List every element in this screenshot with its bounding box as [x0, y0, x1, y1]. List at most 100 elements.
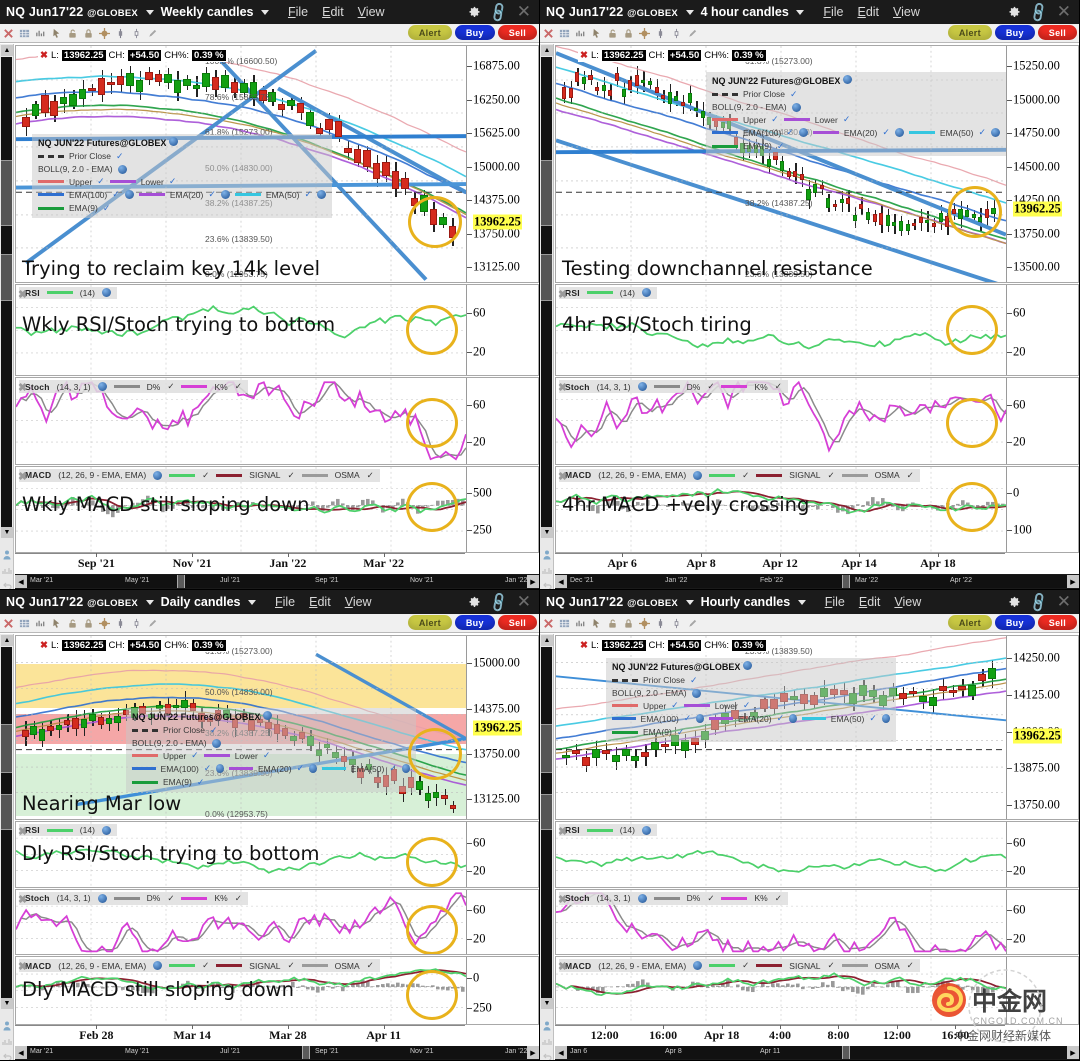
horizontal-scrollbar[interactable]: ◀ Mar '21 May '21 Jul '21 Sep '21 Nov '21 Jan… [15, 574, 539, 589]
candle-icon[interactable] [655, 28, 666, 39]
cursor-icon[interactable] [591, 618, 602, 629]
scroll-right-button[interactable]: ▶ [1067, 575, 1079, 589]
remove-pane-icon[interactable]: ✖ [18, 893, 28, 906]
stoch-plot[interactable]: Stoch (14, 3, 1) D% ✓ K% ✓ [16, 889, 466, 955]
close-icon[interactable] [543, 618, 554, 629]
vertical-scrollbar[interactable]: ▲ ▼ [0, 44, 14, 589]
hscroll-thumb[interactable] [177, 575, 185, 589]
check-icon[interactable]: ✓ [202, 469, 210, 480]
hscroll-track[interactable]: Dec '21 Jan '22 Feb '22 Mar '22 Apr '22 [567, 575, 1067, 589]
check-icon[interactable]: ✓ [774, 892, 782, 903]
hscroll-thumb[interactable] [842, 575, 850, 589]
check-icon[interactable]: ✓ [827, 960, 835, 971]
remove-pane-icon[interactable]: ✖ [558, 382, 568, 395]
menu-file[interactable]: File [824, 595, 845, 609]
histogram-icon[interactable] [2, 562, 12, 574]
remove-pane-icon[interactable]: ✖ [18, 382, 28, 395]
macd-plot[interactable]: MACD (12, 26, 9 - EMA, EMA) ✓ SIGNAL ✓ OSMA ✓ … [16, 466, 466, 553]
person-icon[interactable] [542, 1018, 552, 1031]
check-icon[interactable]: ✓ [786, 127, 794, 138]
person-icon[interactable] [2, 547, 12, 560]
timeframe-selector[interactable]: Hourly candles [701, 595, 813, 609]
check-icon[interactable]: ✓ [167, 892, 175, 903]
menu-edit[interactable]: Edit [322, 5, 344, 19]
bars-icon[interactable] [35, 28, 46, 39]
check-icon[interactable]: ✓ [683, 713, 692, 724]
alert-button[interactable]: Alert [407, 615, 452, 630]
candle-icon[interactable] [115, 618, 126, 629]
check-icon[interactable]: ✓ [882, 127, 890, 138]
horizontal-scrollbar[interactable]: ◀ Dec '21 Jan '22 Feb '22 Mar '22 Apr '22 ▶ [555, 574, 1079, 589]
vscroll-track[interactable] [1, 57, 12, 527]
undo-icon[interactable] [542, 1048, 552, 1060]
lock-open-icon[interactable] [607, 618, 618, 629]
rsi-axis[interactable]: 60 20 [466, 822, 538, 887]
gear-icon[interactable] [468, 596, 481, 609]
check-icon[interactable]: ✓ [771, 114, 779, 125]
lock-closed-icon[interactable] [623, 28, 634, 39]
undo-icon[interactable] [2, 1048, 12, 1060]
rsi-pane[interactable]: ✖ RSI (14) Wkly RSI/Stoch trying to botto… [15, 283, 539, 377]
stoch-pane[interactable]: ✖ Stoch (14, 3, 1) D% ✓ K% ✓ 60 20 [555, 888, 1079, 956]
macd-plot[interactable]: MACD (12, 26, 9 - EMA, EMA) ✓ SIGNAL ✓ OSMA ✓ … [16, 957, 466, 1024]
cursor-icon[interactable] [51, 618, 62, 629]
hscroll-thumb[interactable] [302, 1046, 310, 1060]
check-icon[interactable]: ✓ [742, 700, 751, 711]
check-icon[interactable]: ✓ [742, 469, 750, 480]
vscroll-track[interactable] [541, 647, 552, 998]
check-icon[interactable]: ✓ [707, 381, 715, 392]
sell-button[interactable]: Sell [1037, 615, 1077, 630]
stoch-axis[interactable]: 60 20 [1006, 378, 1078, 464]
price-axis[interactable]: 14250.0014125.0014000.0013875.0013750.00… [1006, 636, 1078, 820]
check-icon[interactable]: ✓ [676, 726, 685, 737]
check-icon[interactable]: ✓ [112, 189, 120, 200]
price-pane[interactable]: 23.6% (13839.50) NQ JUN'22 Futures@GLOBE… [555, 635, 1079, 821]
remove-pane-icon[interactable]: ✖ [18, 470, 28, 483]
macd-pane[interactable]: ✖ MACD (12, 26, 9 - EMA, EMA) ✓ SIGNAL ✓ OSMA… [15, 956, 539, 1025]
grid-icon[interactable] [19, 618, 30, 629]
check-icon[interactable]: ✓ [776, 140, 785, 151]
stoch-pane[interactable]: ✖ Stoch (14, 3, 1) D% ✓ K% ✓ 60 20 [555, 377, 1079, 465]
stoch-pane[interactable]: ✖ Stoch (14, 3, 1) D% ✓ K% ✓ 60 20 [15, 377, 539, 465]
check-icon[interactable]: ✓ [203, 763, 212, 774]
close-quote-icon[interactable]: ✖ [580, 640, 588, 651]
scroll-up-button[interactable]: ▲ [541, 45, 553, 56]
price-plot[interactable]: 100.0% (16600.50) 78.6% (15863.75) 61.8% (… [16, 46, 466, 282]
vscroll-track[interactable] [541, 57, 552, 527]
gear-icon[interactable] [468, 6, 481, 19]
stoch-axis[interactable]: 60 20 [1006, 889, 1078, 955]
candle2-icon[interactable] [671, 618, 682, 629]
scroll-left-button[interactable]: ◀ [555, 575, 567, 589]
histogram-icon[interactable] [542, 1033, 552, 1045]
lock-open-icon[interactable] [607, 28, 618, 39]
menu-file[interactable]: File [287, 5, 309, 19]
check-icon[interactable]: ✓ [234, 892, 242, 903]
candle2-icon[interactable] [131, 618, 142, 629]
crosshair-icon[interactable] [99, 617, 110, 629]
close-icon[interactable] [543, 28, 554, 39]
candle-icon[interactable] [115, 28, 126, 39]
price-plot[interactable]: 23.6% (13839.50) NQ JUN'22 Futures@GLOBE… [556, 636, 1006, 820]
buy-button[interactable]: Buy [994, 615, 1035, 630]
bars-icon[interactable] [575, 618, 586, 629]
scroll-left-button[interactable]: ◀ [15, 1046, 27, 1060]
rsi-pane[interactable]: ✖ RSI (14) 4hr RSI/Stoch tiring 60 20 [555, 283, 1079, 377]
link-icon[interactable]: 🔗 [487, 0, 511, 24]
undo-icon[interactable] [2, 577, 12, 589]
remove-pane-icon[interactable]: ✖ [558, 826, 568, 839]
pencil-icon[interactable] [687, 28, 698, 39]
macd-plot[interactable]: MACD (12, 26, 9 - EMA, EMA) ✓ SIGNAL ✓ OSMA ✓ … [556, 466, 1006, 553]
check-icon[interactable]: ✓ [167, 381, 175, 392]
person-icon[interactable] [2, 1018, 12, 1031]
price-axis[interactable]: 15250.00 15000.00 14750.00 14500.00 14250.00… [1006, 46, 1078, 282]
timeframe-selector[interactable]: 4 hour candles [701, 5, 812, 19]
menu-edit[interactable]: Edit [309, 595, 331, 609]
rsi-axis[interactable]: 60 20 [466, 284, 538, 376]
stoch-axis[interactable]: 60 20 [466, 378, 538, 464]
chart-panel-daily[interactable]: NQ Jun17'22 @GLOBEX Daily candles File Ed… [0, 590, 540, 1061]
vscroll-thumb[interactable] [541, 160, 552, 227]
macd-axis[interactable] [1006, 957, 1078, 1024]
cursor-icon[interactable] [51, 28, 62, 39]
buy-button[interactable]: Buy [454, 615, 495, 630]
check-icon[interactable]: ✓ [196, 776, 205, 787]
